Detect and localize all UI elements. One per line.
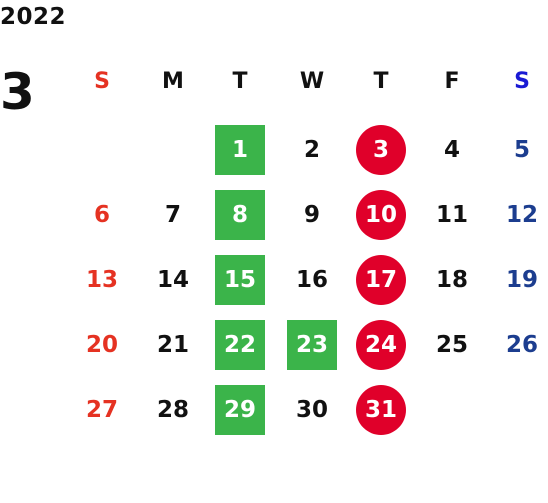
red-circle-marker: [356, 125, 406, 175]
day-number: 30: [295, 397, 328, 423]
day-cell-5[interactable]: 5: [492, 125, 548, 175]
day-cell-19[interactable]: 19: [492, 255, 548, 305]
red-circle-marker: [356, 320, 406, 370]
green-marker: [215, 320, 265, 370]
day-number: 5: [513, 137, 530, 163]
day-number: 12: [505, 202, 538, 228]
day-number: 29: [223, 397, 256, 423]
day-cell-16[interactable]: 16: [282, 255, 342, 305]
weekday-header-tue: T: [232, 68, 248, 94]
day-number: 23: [295, 332, 328, 358]
green-marker: [215, 255, 265, 305]
day-number: 4: [443, 137, 460, 163]
day-number: 15: [223, 267, 256, 293]
day-cell-29[interactable]: 29: [210, 385, 270, 435]
day-number: 3: [372, 137, 389, 163]
day-number: 9: [303, 202, 320, 228]
green-marker: [215, 125, 265, 175]
day-cell-27[interactable]: 27: [72, 385, 132, 435]
weekday-header-wed: W: [299, 68, 325, 94]
day-cell-8[interactable]: 8: [210, 190, 270, 240]
year-label: 2022: [0, 4, 67, 30]
day-cell-12[interactable]: 12: [492, 190, 548, 240]
day-number: 31: [364, 397, 397, 423]
red-circle-marker: [356, 385, 406, 435]
day-cell-30[interactable]: 30: [282, 385, 342, 435]
day-cell-25[interactable]: 25: [422, 320, 482, 370]
day-number: 11: [435, 202, 468, 228]
day-number: 14: [156, 267, 189, 293]
day-cell-31[interactable]: 31: [351, 385, 411, 435]
day-cell-21[interactable]: 21: [143, 320, 203, 370]
month-label: 3: [0, 63, 35, 121]
weekday-header-fri: F: [444, 68, 460, 94]
green-marker: [287, 320, 337, 370]
day-number: 7: [164, 202, 181, 228]
day-number: 22: [223, 332, 256, 358]
day-number: 1: [231, 137, 248, 163]
red-circle-marker: [356, 190, 406, 240]
weekday-header-sat: S: [514, 68, 530, 94]
day-number: 26: [505, 332, 538, 358]
day-cell-23[interactable]: 23: [282, 320, 342, 370]
day-number: 17: [364, 267, 397, 293]
day-number: 28: [156, 397, 189, 423]
day-number: 16: [295, 267, 328, 293]
red-circle-marker: [356, 255, 406, 305]
day-cell-22[interactable]: 22: [210, 320, 270, 370]
weekday-header-thu: T: [373, 68, 389, 94]
weekday-header-sun: S: [94, 68, 110, 94]
day-cell-11[interactable]: 11: [422, 190, 482, 240]
day-number: 18: [435, 267, 468, 293]
day-cell-14[interactable]: 14: [143, 255, 203, 305]
day-cell-2[interactable]: 2: [282, 125, 342, 175]
day-number: 2: [303, 137, 320, 163]
day-cell-20[interactable]: 20: [72, 320, 132, 370]
weekday-header-mon: M: [162, 68, 184, 94]
day-number: 10: [364, 202, 397, 228]
day-cell-3[interactable]: 3: [351, 125, 411, 175]
day-cell-17[interactable]: 17: [351, 255, 411, 305]
day-cell-28[interactable]: 28: [143, 385, 203, 435]
day-number: 6: [93, 202, 110, 228]
day-number: 27: [85, 397, 118, 423]
day-cell-10[interactable]: 10: [351, 190, 411, 240]
day-cell-18[interactable]: 18: [422, 255, 482, 305]
day-cell-15[interactable]: 15: [210, 255, 270, 305]
day-cell-9[interactable]: 9: [282, 190, 342, 240]
day-number: 21: [156, 332, 189, 358]
green-marker: [215, 385, 265, 435]
day-cell-6[interactable]: 6: [72, 190, 132, 240]
day-number: 24: [364, 332, 397, 358]
day-cell-13[interactable]: 13: [72, 255, 132, 305]
day-cell-1[interactable]: 1: [210, 125, 270, 175]
day-number: 25: [435, 332, 468, 358]
day-cell-4[interactable]: 4: [422, 125, 482, 175]
day-number: 13: [85, 267, 118, 293]
day-number: 20: [85, 332, 118, 358]
green-marker: [215, 190, 265, 240]
day-number: 19: [505, 267, 538, 293]
day-cell-7[interactable]: 7: [143, 190, 203, 240]
day-cell-26[interactable]: 26: [492, 320, 548, 370]
day-cell-24[interactable]: 24: [351, 320, 411, 370]
day-number: 8: [231, 202, 248, 228]
